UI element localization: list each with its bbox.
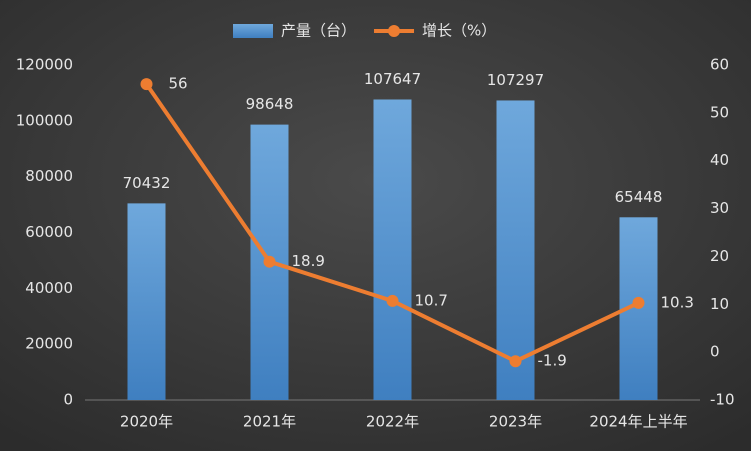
y-tick-label: 0 bbox=[63, 391, 73, 409]
data-label: 18.9 bbox=[292, 252, 325, 270]
line-marker bbox=[386, 294, 399, 307]
legend-label: 产量（台） bbox=[281, 22, 356, 40]
y2-tick-label: 60 bbox=[710, 56, 729, 74]
line-marker bbox=[263, 255, 276, 268]
bar bbox=[496, 100, 535, 401]
y2-tick-label: 10 bbox=[710, 295, 729, 313]
y2-tick-label: -10 bbox=[710, 391, 735, 409]
x-tick-label: 2024年上半年 bbox=[589, 413, 687, 431]
line-marker bbox=[140, 78, 153, 91]
x-tick-label: 2021年 bbox=[243, 413, 296, 431]
data-label: 98648 bbox=[246, 95, 294, 113]
data-label: 107647 bbox=[364, 70, 421, 88]
y-tick-label: 80000 bbox=[25, 167, 73, 185]
y2-tick-label: 30 bbox=[710, 199, 729, 217]
data-label: 65448 bbox=[615, 188, 663, 206]
y2-tick-label: 50 bbox=[710, 103, 729, 121]
y-tick-label: 100000 bbox=[16, 111, 73, 129]
legend-marker bbox=[388, 25, 401, 37]
x-tick-label: 2023年 bbox=[489, 413, 542, 431]
legend-label: 增长（%） bbox=[422, 22, 496, 40]
bar bbox=[127, 203, 166, 400]
legend-swatch bbox=[233, 24, 273, 38]
y-tick-label: 20000 bbox=[25, 335, 73, 353]
y-tick-label: 120000 bbox=[16, 56, 73, 74]
x-tick-label: 2020年 bbox=[120, 413, 173, 431]
data-label: 10.7 bbox=[415, 291, 448, 309]
line-marker bbox=[509, 355, 522, 368]
data-label: 70432 bbox=[123, 174, 171, 192]
bar bbox=[373, 99, 412, 400]
y-tick-label: 40000 bbox=[25, 279, 73, 297]
data-label: 56 bbox=[169, 75, 188, 93]
data-label: -1.9 bbox=[538, 352, 567, 370]
line-marker bbox=[632, 296, 645, 309]
y-tick-label: 60000 bbox=[25, 223, 73, 241]
y2-tick-label: 20 bbox=[710, 247, 729, 265]
y2-tick-label: 0 bbox=[710, 343, 720, 361]
x-tick-label: 2022年 bbox=[366, 413, 419, 431]
y2-tick-label: 40 bbox=[710, 151, 729, 169]
data-label: 107297 bbox=[487, 71, 544, 89]
data-label: 10.3 bbox=[661, 293, 694, 311]
